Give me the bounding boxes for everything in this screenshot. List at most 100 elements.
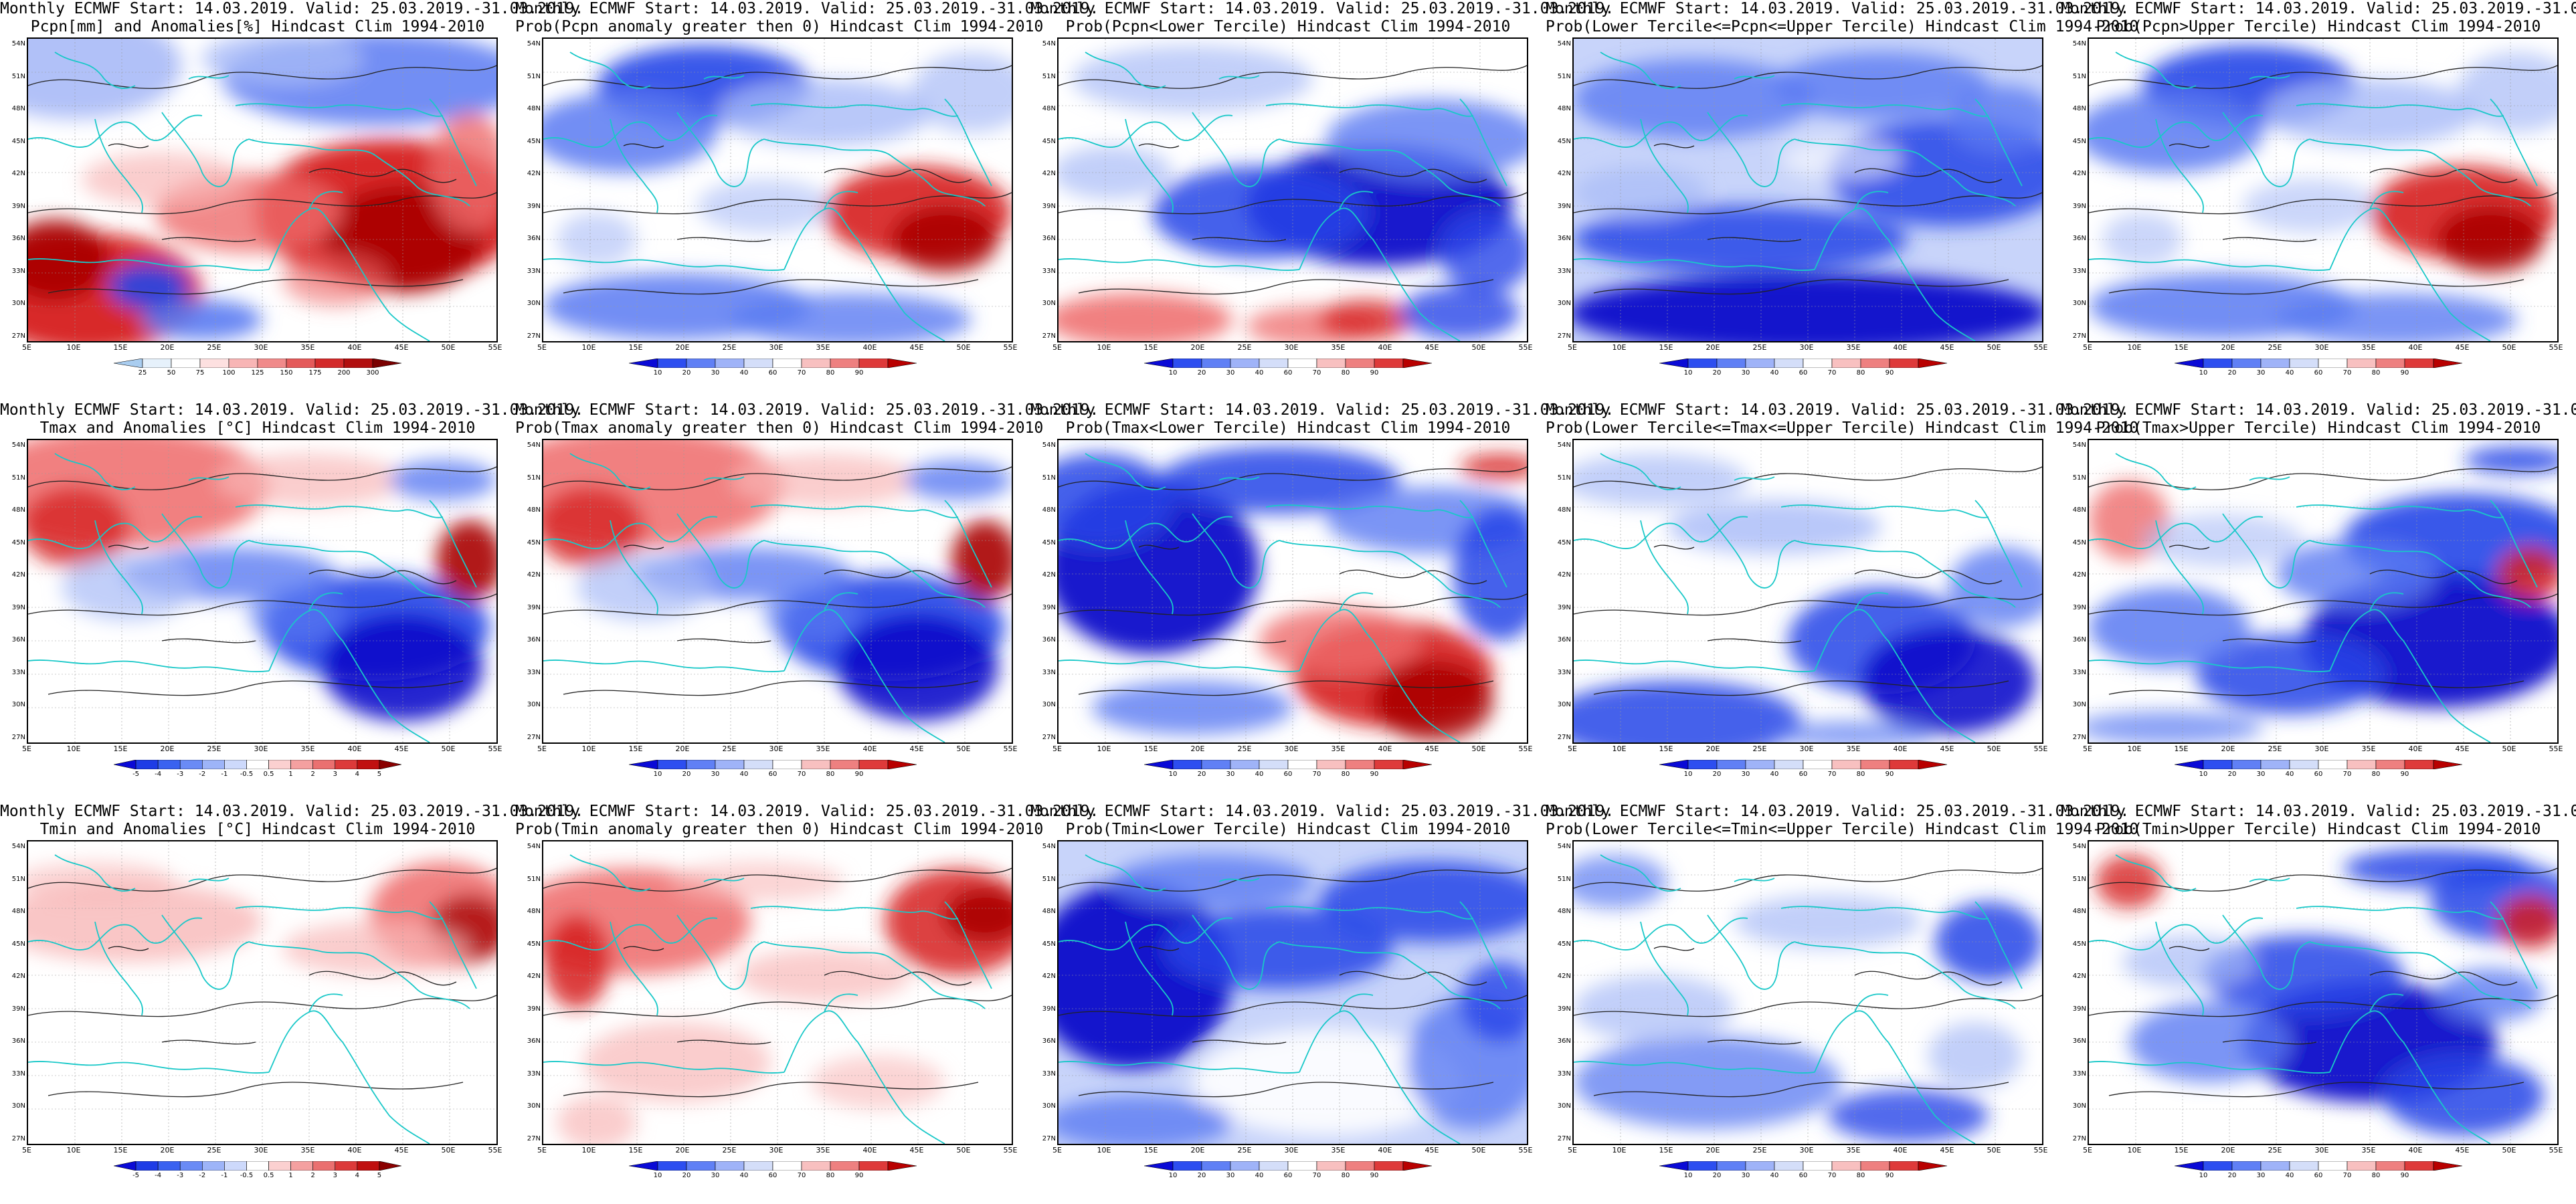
colorbar-label: 70 xyxy=(1312,771,1321,778)
coastline xyxy=(1854,592,1889,611)
lon-tick-label: 50E xyxy=(1471,744,1486,753)
colorbar-label: 90 xyxy=(1370,369,1379,377)
colorbar-swatch xyxy=(1287,760,1317,769)
coastline xyxy=(1974,98,2023,187)
colorbar-label: 20 xyxy=(682,1172,691,1179)
colorbar-swatch xyxy=(801,1161,831,1171)
panel-title: Monthly ECMWF Start: 14.03.2019. Valid: … xyxy=(2061,401,2576,437)
lat-tick-label: 45N xyxy=(1042,538,1056,546)
colorbar-svg xyxy=(1144,1161,1432,1171)
map-field xyxy=(1059,440,1527,742)
panel-title-line-1: Monthly ECMWF Start: 14.03.2019. Valid: … xyxy=(1030,803,1615,820)
colorbar-label: 60 xyxy=(2314,369,2323,377)
coastline xyxy=(2249,878,2290,882)
coastline xyxy=(2155,118,2204,213)
lon-tick-label: 55E xyxy=(488,744,502,753)
lon-tick-label: 10E xyxy=(581,1146,596,1155)
colorbar-label: 40 xyxy=(2285,1172,2294,1179)
lat-tick-label: 27N xyxy=(2072,332,2086,340)
lat-tick-label: 48N xyxy=(1557,908,1571,915)
lon-tick-label: 55E xyxy=(1518,1146,1533,1155)
coastline xyxy=(1059,917,1233,950)
colorbar-label: -4 xyxy=(155,771,162,778)
colorbar-swatch xyxy=(1659,1161,1689,1171)
colorbar-swatch xyxy=(629,359,658,368)
coastline xyxy=(1780,906,1989,920)
lon-tick-label: 15E xyxy=(1143,1146,1158,1155)
colorbar-label: 60 xyxy=(1283,1172,1293,1179)
lat-tick-label: 39N xyxy=(1042,603,1056,611)
field-blob xyxy=(1072,45,1313,112)
colorbar-swatch xyxy=(2404,1161,2434,1171)
panel-title-line-1: Monthly ECMWF Start: 14.03.2019. Valid: … xyxy=(1546,0,2130,17)
coastline xyxy=(1339,191,1374,210)
colorbar-label: 60 xyxy=(768,771,777,778)
contour-line xyxy=(308,971,457,986)
colorbar-label: 30 xyxy=(1226,771,1235,778)
colorbar-label: 4 xyxy=(355,771,360,778)
lat-tick-label: 30N xyxy=(1042,300,1056,307)
lat-tick-label: 36N xyxy=(2072,235,2086,242)
contour-line xyxy=(161,1039,256,1045)
coastline xyxy=(1059,516,1233,549)
field-blob xyxy=(543,92,717,173)
coastline xyxy=(1192,914,1280,990)
colorbar-swatch xyxy=(830,359,860,368)
lat-tick-label: 45N xyxy=(11,538,25,546)
coastline xyxy=(235,504,444,518)
lon-tick-label: 25E xyxy=(1237,744,1252,753)
coastline xyxy=(1279,138,1407,157)
coastline xyxy=(2329,207,2491,341)
coastline xyxy=(543,516,718,549)
coastline xyxy=(2490,901,2538,989)
map-field xyxy=(28,841,496,1144)
field-blob xyxy=(2276,293,2517,341)
colorbar-label: 70 xyxy=(1312,1172,1321,1179)
lat-tick-label: 33N xyxy=(11,668,25,676)
colorbar-swatch xyxy=(1860,760,1890,769)
field-blob xyxy=(1574,454,1748,507)
contour-line xyxy=(2108,1082,2524,1098)
panel-title: Monthly ECMWF Start: 14.03.2019. Valid: … xyxy=(1030,803,1615,839)
lat-tick-label: 42N xyxy=(527,571,541,579)
colorbar-swatch xyxy=(1259,760,1289,769)
lon-tick-label: 50E xyxy=(441,343,456,352)
colorbar-label: 200 xyxy=(337,369,351,377)
field-blob xyxy=(1734,895,1922,948)
lon-tick-label: 40E xyxy=(347,744,362,753)
map-frame xyxy=(1057,439,1528,744)
lon-tick-label: 35E xyxy=(2361,1146,2376,1155)
coastline xyxy=(2436,557,2531,608)
field-blob xyxy=(1574,59,1815,139)
colorbar-label: -2 xyxy=(199,771,206,778)
colorbar-swatch xyxy=(1716,359,1746,368)
colorbar-label: 90 xyxy=(1370,1172,1379,1179)
contour-line xyxy=(543,466,1012,490)
colorbar-label: 175 xyxy=(308,369,322,377)
colorbar-label: 3 xyxy=(333,771,337,778)
colorbar-label: 20 xyxy=(1197,771,1206,778)
colorbar-label: 90 xyxy=(1370,771,1379,778)
map-panel: Monthly ECMWF Start: 14.03.2019. Valid: … xyxy=(1030,401,1614,803)
map-panel: Monthly ECMWF Start: 14.03.2019. Valid: … xyxy=(515,401,1099,803)
panel-title-line-2: Pcpn[mm] and Anomalies[%] Hindcast Clim … xyxy=(30,18,485,35)
panel-title-line-2: Prob(Tmax<Lower Tercile) Hindcast Clim 1… xyxy=(1065,419,1511,437)
map-frame xyxy=(1057,37,1528,342)
colorbar xyxy=(629,359,917,368)
colorbar-label: 10 xyxy=(1168,771,1178,778)
colorbar-label: 40 xyxy=(1770,1172,1779,1179)
contour-line xyxy=(108,143,149,148)
coastline xyxy=(1600,52,1681,89)
coastline xyxy=(763,941,892,959)
lat-tick-label: 39N xyxy=(1042,202,1056,210)
coastline xyxy=(543,1061,785,1074)
lon-tick-label: 45E xyxy=(394,744,409,753)
coastline xyxy=(28,516,203,549)
contour-line xyxy=(676,638,771,643)
contour-line xyxy=(1078,680,1494,696)
colorbar-swatch xyxy=(657,760,687,769)
coastline xyxy=(1974,901,2023,989)
field-blob xyxy=(1166,908,1393,989)
coastline xyxy=(248,941,377,959)
lat-tick-label: 39N xyxy=(11,202,25,210)
